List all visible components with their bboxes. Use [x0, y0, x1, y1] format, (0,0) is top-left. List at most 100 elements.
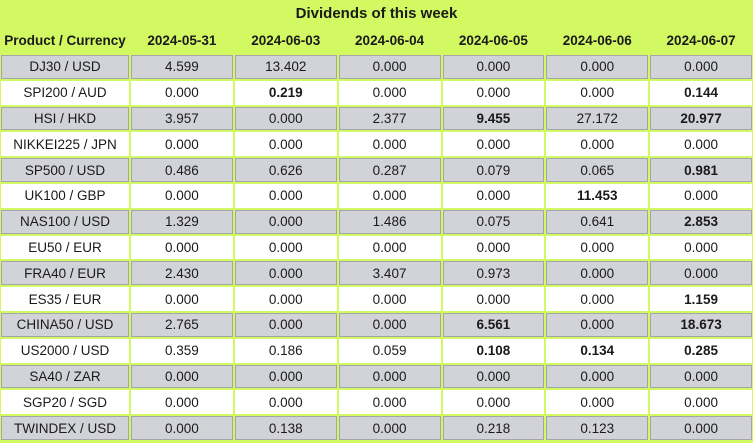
product-currency-cell: DJ30 / USD [1, 55, 129, 79]
dividend-value-cell: 0.000 [650, 390, 752, 415]
dividend-value-cell: 0.285 [650, 338, 752, 363]
dividend-value-cell: 20.977 [650, 106, 752, 131]
dividend-value-cell: 0.000 [234, 132, 337, 157]
dividend-value-cell: 0.000 [650, 364, 752, 389]
dividend-value-cell: 0.000 [338, 80, 441, 105]
dividend-value-cell: 0.486 [131, 158, 233, 182]
dividend-value-cell: 9.455 [442, 106, 545, 131]
dividend-value-cell: 0.000 [442, 287, 545, 311]
table-row: CHINA50 / USD 2.765 0.000 0.000 6.561 0.000 18… [1, 312, 752, 337]
dividend-value-cell: 0.000 [131, 235, 233, 260]
product-currency-cell: UK100 / GBP [1, 183, 129, 208]
table-row: UK100 / GBP 0.000 0.000 0.000 0.000 11.453 0.0… [1, 183, 752, 208]
dividend-value-cell: 0.000 [650, 261, 752, 286]
dividend-value-cell: 0.000 [234, 209, 337, 234]
product-currency-cell: ES35 / EUR [1, 287, 129, 311]
dividend-value-cell: 0.000 [650, 132, 752, 157]
dividend-value-cell: 0.981 [650, 158, 752, 182]
dividend-value-cell: 0.000 [338, 312, 441, 337]
dividend-value-cell: 0.000 [131, 183, 233, 208]
dividend-value-cell: 0.000 [338, 183, 441, 208]
column-header-product-currency: Product / Currency [4, 32, 126, 48]
dividend-value-cell: 27.172 [546, 106, 649, 131]
table-title: Dividends of this week [295, 4, 458, 22]
table-row: FRA40 / EUR 2.430 0.000 3.407 0.973 0.000 0.00… [1, 261, 752, 286]
table-row: DJ30 / USD 4.599 13.402 0.000 0.000 0.000 0.00… [1, 55, 752, 79]
dividend-value-cell: 0.065 [546, 158, 649, 182]
dividend-value-cell: 18.673 [650, 312, 752, 337]
dividend-value-cell: 0.079 [442, 158, 545, 182]
product-currency-cell: SGP20 / SGD [1, 390, 129, 415]
dividend-value-cell: 0.000 [338, 132, 441, 157]
dividend-value-cell: 0.000 [131, 416, 233, 440]
dividend-value-cell: 0.973 [442, 261, 545, 286]
dividend-value-cell: 0.000 [546, 80, 649, 105]
dividend-value-cell: 0.359 [131, 338, 233, 363]
dividend-value-cell: 3.957 [131, 106, 233, 131]
dividend-value-cell: 0.000 [131, 364, 233, 389]
table-header-row: Product / Currency 2024-05-31 2024-06-03… [0, 26, 753, 54]
dividend-value-cell: 0.287 [338, 158, 441, 182]
dividend-value-cell: 0.000 [442, 80, 545, 105]
dividend-value-cell: 13.402 [234, 55, 337, 79]
dividend-value-cell: 2.430 [131, 261, 233, 286]
column-header-date: 2024-05-31 [147, 32, 217, 48]
dividend-value-cell: 0.000 [131, 132, 233, 157]
dividend-value-cell: 0.000 [546, 132, 649, 157]
dividend-value-cell: 0.000 [546, 312, 649, 337]
dividend-value-cell: 0.219 [234, 80, 337, 105]
product-currency-cell: SA40 / ZAR [1, 364, 129, 389]
product-currency-cell: CHINA50 / USD [1, 312, 129, 337]
dividend-value-cell: 0.000 [650, 55, 752, 79]
table-row: ES35 / EUR 0.000 0.000 0.000 0.000 0.000 1.159 [1, 287, 752, 311]
product-currency-cell: NAS100 / USD [1, 209, 129, 234]
dividend-value-cell: 1.159 [650, 287, 752, 311]
dividend-value-cell: 0.000 [546, 55, 649, 79]
dividend-value-cell: 0.000 [442, 364, 545, 389]
dividend-value-cell: 0.123 [546, 416, 649, 440]
table-row: SA40 / ZAR 0.000 0.000 0.000 0.000 0.000 0.000 [1, 364, 752, 389]
product-currency-cell: SP500 / USD [1, 158, 129, 182]
table-body: DJ30 / USD 4.599 13.402 0.000 0.000 0.000 0.00… [0, 54, 753, 443]
product-currency-cell: NIKKEI225 / JPN [1, 132, 129, 157]
dividend-value-cell: 0.108 [442, 338, 545, 363]
product-currency-cell: SPI200 / AUD [1, 80, 129, 105]
dividend-value-cell: 0.641 [546, 209, 649, 234]
dividend-value-cell: 0.000 [338, 55, 441, 79]
dividend-value-cell: 0.000 [234, 312, 337, 337]
column-header-date: 2024-06-03 [251, 32, 321, 48]
dividend-value-cell: 0.000 [234, 183, 337, 208]
table-row: HSI / HKD 3.957 0.000 2.377 9.455 27.172 20.97… [1, 106, 752, 131]
dividend-value-cell: 0.000 [338, 364, 441, 389]
dividend-value-cell: 0.000 [131, 390, 233, 415]
dividend-value-cell: 0.000 [650, 183, 752, 208]
dividend-value-cell: 0.000 [442, 132, 545, 157]
dividend-value-cell: 0.000 [650, 416, 752, 440]
dividend-value-cell: 0.000 [234, 106, 337, 131]
dividend-value-cell: 6.561 [442, 312, 545, 337]
dividend-value-cell: 0.000 [234, 364, 337, 389]
dividend-value-cell: 0.000 [442, 235, 545, 260]
dividend-value-cell: 11.453 [546, 183, 649, 208]
dividend-value-cell: 0.059 [338, 338, 441, 363]
dividend-value-cell: 0.144 [650, 80, 752, 105]
product-currency-cell: HSI / HKD [1, 106, 129, 131]
dividend-value-cell: 3.407 [338, 261, 441, 286]
dividend-value-cell: 0.000 [442, 183, 545, 208]
dividend-value-cell: 0.000 [546, 390, 649, 415]
dividend-value-cell: 0.218 [442, 416, 545, 440]
dividend-value-cell: 0.000 [546, 261, 649, 286]
dividend-value-cell: 0.134 [546, 338, 649, 363]
dividend-value-cell: 0.138 [234, 416, 337, 440]
dividend-value-cell: 0.000 [442, 390, 545, 415]
dividend-value-cell: 0.075 [442, 209, 545, 234]
table-row: US2000 / USD 0.359 0.186 0.059 0.108 0.134 0.2… [1, 338, 752, 363]
column-header-date: 2024-06-05 [458, 32, 528, 48]
dividend-value-cell: 0.000 [131, 80, 233, 105]
product-currency-cell: TWINDEX / USD [1, 416, 129, 440]
dividend-value-cell: 0.000 [546, 235, 649, 260]
dividend-value-cell: 0.000 [442, 55, 545, 79]
dividend-value-cell: 0.000 [234, 261, 337, 286]
table-row: EU50 / EUR 0.000 0.000 0.000 0.000 0.000 0.000 [1, 235, 752, 260]
